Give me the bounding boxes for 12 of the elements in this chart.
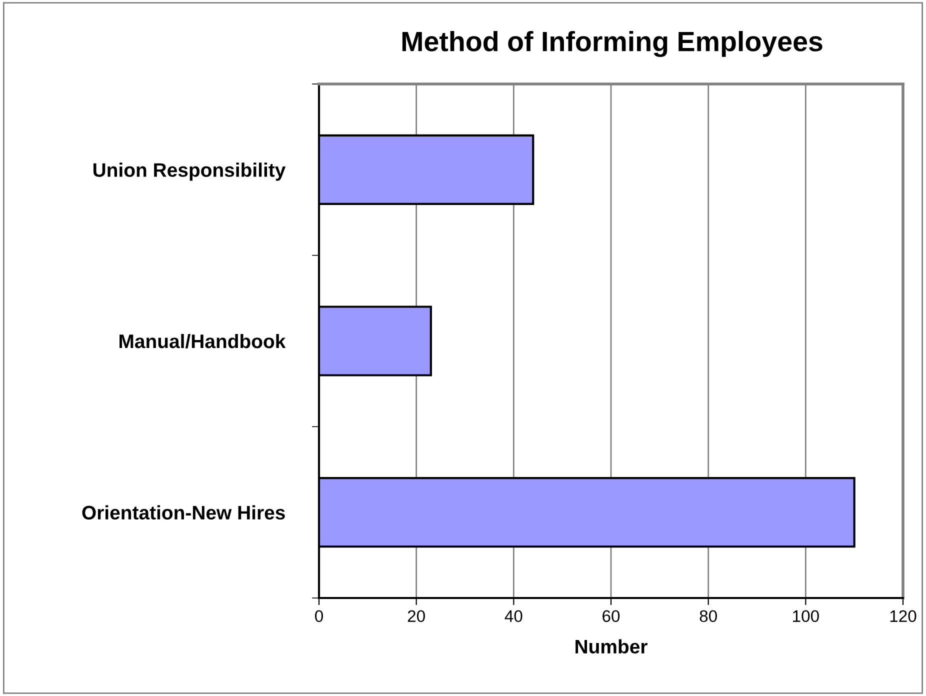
x-axis-title: Number <box>576 639 648 654</box>
chart-title: Method of Informing Employees <box>402 30 822 58</box>
x-tick-label: 100 <box>793 610 819 622</box>
x-tick-label: 40 <box>504 610 522 622</box>
x-tick-label: 80 <box>700 610 717 622</box>
x-tick-label: 60 <box>602 610 620 622</box>
x-tick-label: 0 <box>315 610 323 622</box>
y-tick-label: Union Responsibility <box>93 162 286 181</box>
y-tick-label: Orientation-New Hires <box>82 505 285 520</box>
x-tick-label: 20 <box>408 610 425 622</box>
y-tick-label: Manual/Handbook <box>120 334 286 348</box>
x-tick-label: 120 <box>890 610 916 622</box>
